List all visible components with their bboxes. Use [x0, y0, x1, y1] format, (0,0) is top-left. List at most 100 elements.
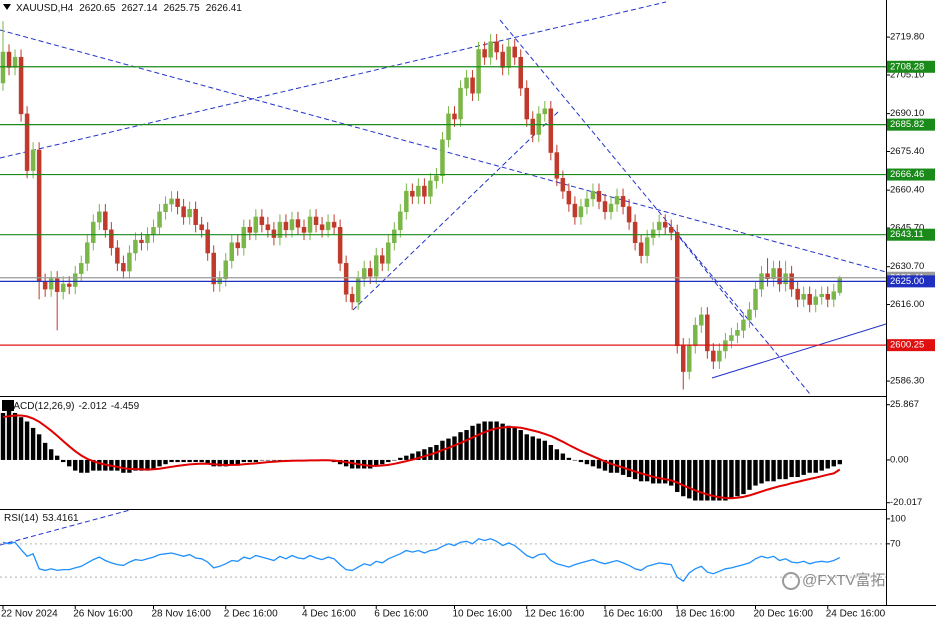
candle-body [452, 113, 457, 120]
macd-bar [133, 459, 138, 471]
x-tick-label: 2 Dec 16:00 [224, 609, 278, 620]
candle-body [72, 273, 78, 287]
candle-body [235, 242, 241, 249]
macd-bar [175, 459, 180, 463]
candle-body [289, 219, 295, 231]
macd-bar [723, 459, 728, 501]
x-tick-label: 18 Dec 16:00 [675, 609, 735, 620]
candle-body [428, 180, 433, 197]
readout: -2.012 [78, 401, 107, 412]
candle-body [416, 185, 421, 197]
macd-bar [247, 459, 253, 463]
macd-bar [36, 434, 42, 460]
macd-bar [18, 417, 24, 460]
readout: 2625.75 [164, 3, 201, 14]
macd-bar [795, 459, 800, 478]
macd-bar [518, 430, 523, 460]
price-level-label: 2685.82 [890, 119, 924, 130]
candle-body [729, 335, 734, 341]
macd-bar [705, 459, 710, 501]
candle-body [753, 288, 758, 310]
x-tick-label: 28 Nov 16:00 [152, 609, 212, 620]
readout: 2620.65 [79, 3, 116, 14]
candle-body [301, 227, 307, 233]
candle-body [542, 108, 548, 115]
macd-bar [771, 459, 776, 482]
macd-bar [380, 459, 385, 465]
macd-bar [717, 459, 722, 501]
macd-bar [169, 459, 174, 463]
candle-body [193, 208, 198, 225]
macd-bar [753, 459, 758, 486]
candle-body [554, 152, 560, 179]
candle-body [361, 268, 367, 280]
price-level-label: 2708.28 [890, 61, 924, 72]
y-tick-label: 2616.00 [890, 299, 924, 310]
macd-bar [825, 459, 830, 469]
candle-body [121, 263, 126, 272]
candle-body [771, 268, 776, 280]
macd-bar [681, 459, 686, 497]
x-tick-label: 26 Nov 16:00 [73, 609, 133, 620]
candle-body [584, 198, 590, 207]
candle-body [85, 242, 90, 264]
watermark: @FXTV富拓 [802, 571, 886, 589]
x-tick-label: 10 Dec 16:00 [453, 609, 513, 620]
candle-body [620, 196, 626, 207]
candle-body [205, 229, 210, 254]
y-tick-label: 2719.80 [890, 32, 924, 43]
candle-body [446, 113, 451, 140]
candle-body [530, 118, 536, 135]
candle-body [632, 221, 638, 243]
candle-body [783, 273, 788, 285]
candle-body [265, 224, 271, 231]
macd-bar [759, 459, 764, 484]
macd-bar [542, 440, 547, 460]
macd-bar [572, 459, 578, 461]
y-tick-label: 2645.70 [890, 223, 924, 234]
macd-bar [777, 459, 782, 480]
candle-body [566, 190, 572, 205]
macd-bar [61, 459, 66, 463]
macd-bar [374, 459, 379, 467]
candle-body [668, 227, 674, 233]
macd-bar [452, 436, 457, 460]
candle-body [512, 46, 517, 58]
macd-bar [735, 459, 740, 497]
price-level-tag [887, 60, 935, 73]
candle-body [813, 296, 818, 305]
candle-body [325, 221, 331, 231]
candle-body [380, 255, 385, 264]
macd-header: MACD(12,26,9) -2.012 -4.459 [5, 401, 140, 412]
macd-bar [783, 459, 788, 480]
price-level-tag [887, 168, 935, 181]
candle-body [404, 190, 409, 213]
macd-bar [0, 412, 6, 460]
candle-body [0, 51, 6, 84]
macd-bar [145, 459, 150, 471]
macd-bar [386, 459, 391, 463]
candle-body [578, 206, 584, 218]
y-tick-label: 25.867 [890, 399, 919, 410]
candle-body [500, 51, 505, 68]
candle-body [410, 190, 415, 197]
candle-body [139, 239, 144, 243]
macd-bar [464, 430, 469, 460]
readout: 53.4161 [42, 513, 79, 524]
candle-body [614, 196, 620, 205]
macd-bar [404, 455, 409, 460]
macd-bar [801, 459, 806, 475]
watermark-logo [782, 572, 800, 590]
macd-bar [831, 459, 836, 467]
readout: 2627.14 [121, 3, 158, 14]
macd-bar [398, 457, 403, 460]
candle-body [307, 216, 313, 233]
candle-body [343, 263, 349, 295]
y-tick-label: 70 [890, 538, 901, 549]
macd-bar [271, 459, 277, 461]
macd-bar [181, 459, 186, 463]
macd-bar [193, 459, 198, 463]
candle-body [12, 56, 18, 68]
macd-bar [482, 421, 487, 460]
